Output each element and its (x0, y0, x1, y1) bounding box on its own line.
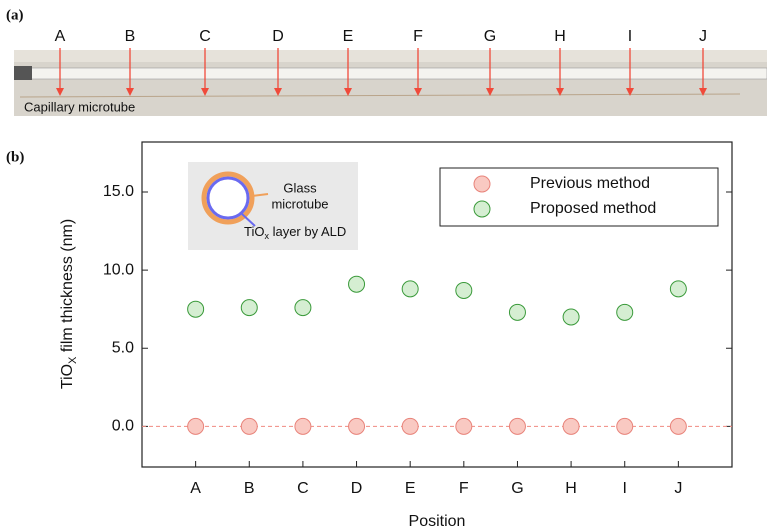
x-tick-label: A (190, 480, 201, 497)
marker (617, 418, 633, 434)
position-letter: I (628, 28, 632, 45)
marker (349, 418, 365, 434)
position-letter: J (699, 28, 707, 45)
marker (188, 418, 204, 434)
inset-part: TiO (244, 224, 264, 239)
inset-label: TiOx layer by ALD (244, 224, 346, 241)
photo-highlight (14, 50, 767, 62)
x-tick-label: I (623, 480, 627, 497)
position-letter: G (484, 28, 496, 45)
position-letter: E (343, 28, 354, 45)
y-label-part: film thickness (nm) (59, 219, 76, 357)
marker (241, 300, 257, 316)
legend-label: Previous method (530, 175, 650, 192)
marker (402, 418, 418, 434)
x-tick-label: C (297, 480, 309, 497)
figure: (a) Capillary microtube A B C D E F G H I J (b) P… (0, 0, 767, 532)
position-letter: F (413, 28, 423, 45)
y-tick-label: 15.0 (103, 183, 134, 200)
y-axis-label: TiOX film thickness (nm) (59, 219, 79, 389)
photo-caption: Capillary microtube (24, 99, 135, 114)
y-tick-label: 0.0 (112, 418, 134, 435)
marker (563, 418, 579, 434)
marker (617, 304, 633, 320)
legend-marker (474, 201, 490, 217)
marker (241, 418, 257, 434)
marker (295, 418, 311, 434)
x-tick-label: F (459, 480, 469, 497)
panel-label: (a) (6, 7, 24, 23)
marker (509, 418, 525, 434)
marker (456, 418, 472, 434)
position-letter: B (125, 28, 136, 45)
tio-ring (208, 178, 248, 218)
marker (402, 281, 418, 297)
marker (563, 309, 579, 325)
marker (456, 282, 472, 298)
y-label-part: TiO (59, 364, 76, 389)
inset-label: Glass (283, 180, 317, 195)
x-tick-label: H (565, 480, 577, 497)
marker (188, 301, 204, 317)
x-tick-label: J (674, 480, 682, 497)
x-tick-label: E (405, 480, 416, 497)
position-letter: H (554, 28, 566, 45)
x-tick-label: D (351, 480, 363, 497)
marker (670, 281, 686, 297)
legend-marker (474, 176, 490, 192)
marker (670, 418, 686, 434)
y-tick-label: 10.0 (103, 261, 134, 278)
tube-end (14, 66, 32, 80)
panel-label: (b) (6, 149, 24, 165)
x-tick-label: G (511, 480, 523, 497)
position-letter: D (272, 28, 284, 45)
marker (509, 304, 525, 320)
x-tick-label: B (244, 480, 255, 497)
legend-label: Proposed method (530, 200, 656, 217)
position-letter: A (55, 28, 66, 45)
inset-label: microtube (271, 196, 328, 211)
x-axis-label: Position (409, 513, 466, 530)
marker (295, 300, 311, 316)
position-letter: C (199, 28, 211, 45)
inset-part: layer by ALD (269, 224, 346, 239)
y-tick-label: 5.0 (112, 339, 134, 356)
marker (349, 276, 365, 292)
